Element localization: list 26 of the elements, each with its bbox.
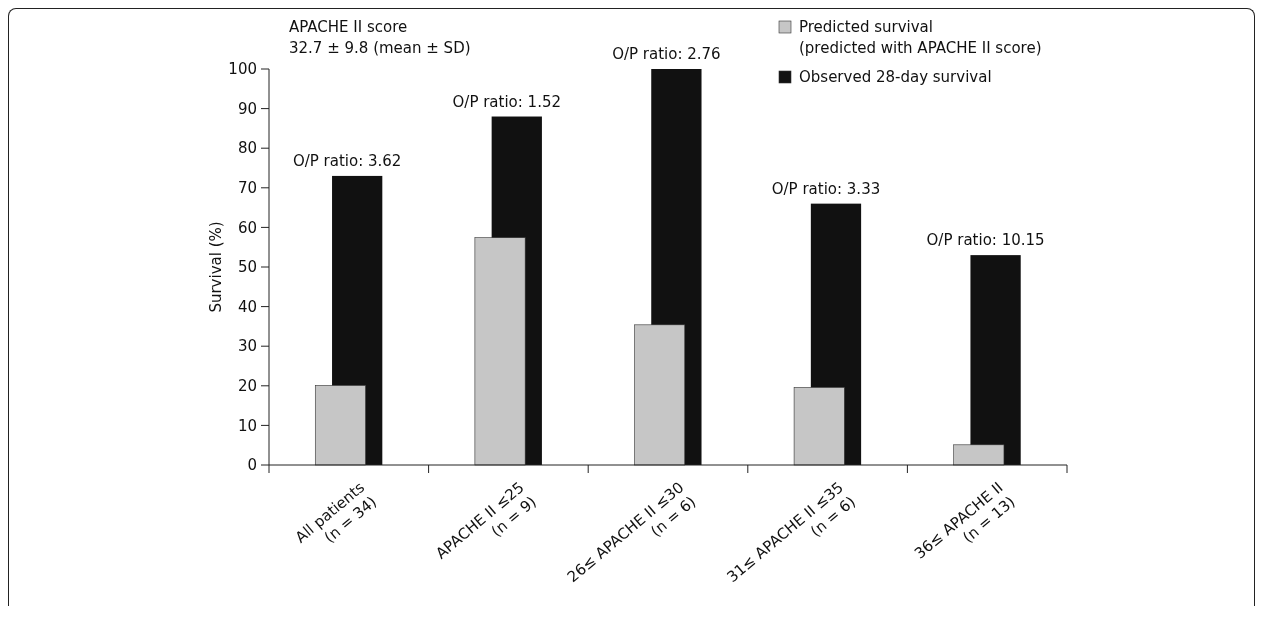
y-tick-label: 0 — [247, 456, 257, 475]
y-tick-label: 70 — [237, 179, 257, 198]
annotation: O/P ratio: 2.76 — [612, 45, 721, 63]
y-tick-label: 100 — [228, 60, 257, 79]
annotation: O/P ratio: 3.62 — [292, 151, 402, 170]
y-tick-label: 40 — [237, 297, 257, 316]
annotation: O/P ratio: 3.33 — [771, 179, 881, 198]
bar — [634, 324, 686, 466]
bar — [793, 387, 845, 466]
y-tick-label: 90 — [237, 99, 257, 118]
text: APACHE II score 32.7 ± 9.8 (mean ± SD) — [289, 18, 471, 57]
legend-label: Observed 28-day survival — [799, 68, 992, 86]
bar — [474, 237, 526, 466]
y-tick-label: 60 — [237, 218, 257, 237]
bar — [953, 444, 1005, 466]
annotation: O/P ratio: 10.15 — [926, 231, 1045, 250]
y-tick-label: 20 — [237, 377, 257, 396]
bar — [314, 385, 366, 466]
y-tick-label: 80 — [237, 139, 257, 158]
y-tick-label: 10 — [237, 416, 257, 435]
y-tick-label: 50 — [237, 258, 257, 277]
annotation: O/P ratio: 1.52 — [452, 92, 562, 111]
y-tick-label: 30 — [237, 337, 257, 356]
bar — [970, 255, 1021, 465]
y-axis-title: Survival (%) — [207, 221, 225, 313]
legend-label: Predicted survival (predicted with APACHE II score) — [799, 18, 1042, 57]
